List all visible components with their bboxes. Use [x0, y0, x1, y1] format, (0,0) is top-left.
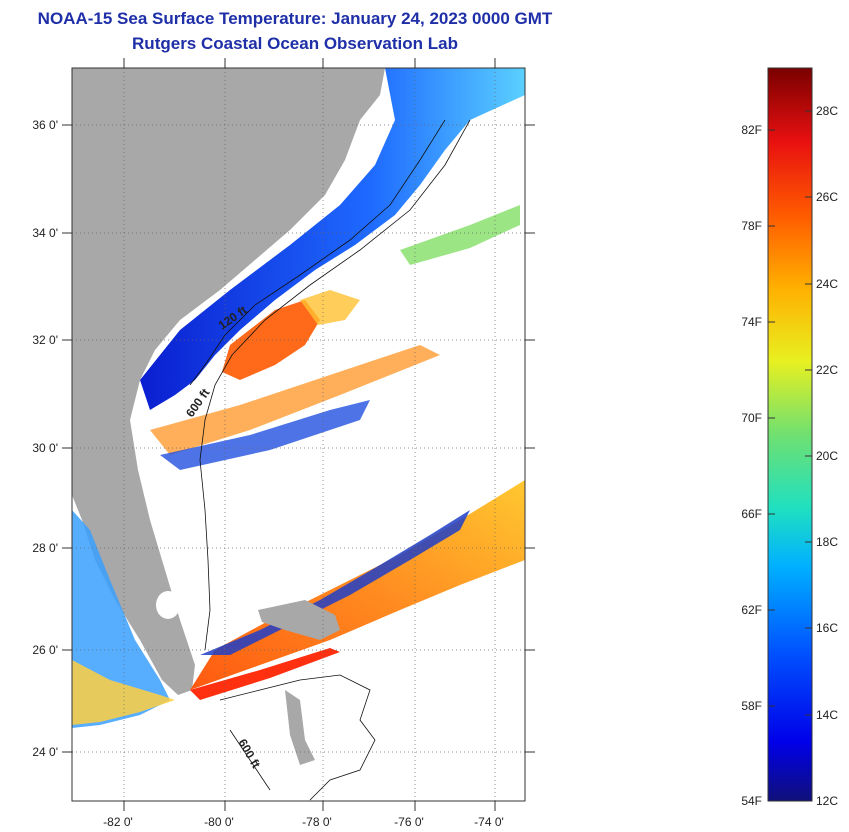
lat-label-26: 26 0'	[32, 643, 58, 657]
lat-label-28: 28 0'	[32, 541, 58, 555]
gulf-stream-warm-patch	[222, 300, 320, 380]
lat-label-32: 32 0'	[32, 333, 58, 347]
map-subtitle: Rutgers Coastal Ocean Observation Lab	[132, 34, 458, 53]
lat-label-36: 36 0'	[32, 118, 58, 132]
axis-ticks	[62, 58, 535, 811]
contour-600ft	[199, 119, 471, 651]
land-mainland	[72, 68, 385, 695]
lon-label-76: -76 0'	[394, 815, 424, 829]
southern-edge-red	[190, 648, 340, 700]
land-bahamas-north	[258, 600, 340, 640]
lon-label-78: -78 0'	[302, 815, 332, 829]
coastal-cold-water	[140, 68, 525, 410]
lake-okeechobee	[156, 591, 180, 619]
gulf-stream-yellow-edge	[300, 290, 360, 325]
lon-label-80: -80 0'	[204, 815, 234, 829]
lat-label-30: 30 0'	[32, 441, 58, 455]
lon-label-82: -82 0'	[103, 815, 133, 829]
lat-label-24: 24 0'	[32, 745, 58, 759]
mid-band-blue	[160, 400, 370, 470]
gulf-west-yellow	[72, 660, 175, 725]
map-title: NOAA-15 Sea Surface Temperature: January…	[37, 9, 553, 28]
contour-bahamas	[219, 674, 376, 801]
lat-label-34: 34 0'	[32, 226, 58, 240]
contour-120ft	[189, 119, 446, 386]
mid-band-mixed	[150, 345, 440, 455]
lon-label-74: -74 0'	[474, 815, 504, 829]
land-bahamas	[285, 690, 315, 765]
map-frame	[71, 67, 526, 802]
offshore-green-band	[400, 205, 520, 265]
